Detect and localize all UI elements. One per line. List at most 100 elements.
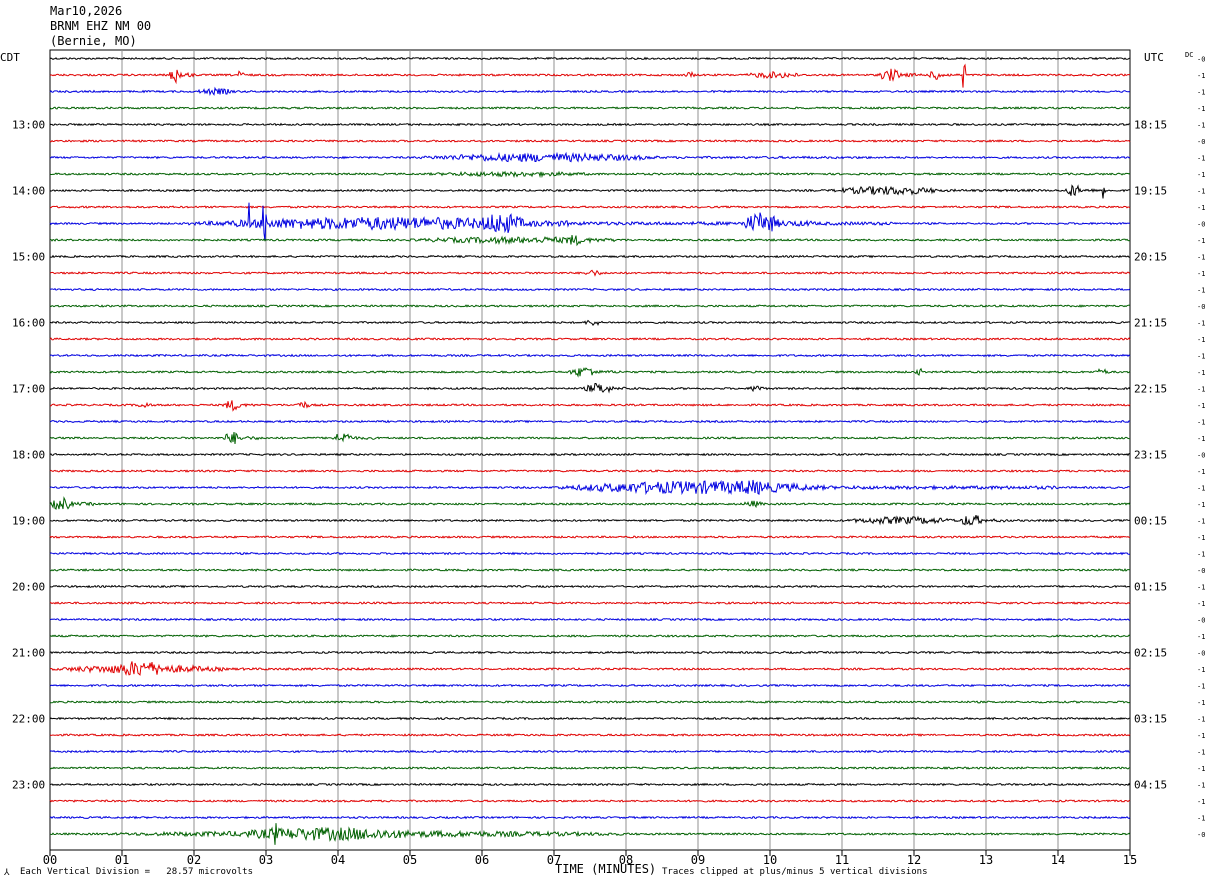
x-tick-label: 14	[1051, 853, 1065, 867]
dc-offset-label: -1	[1197, 419, 1205, 427]
seismic-trace	[49, 823, 1131, 845]
seismic-trace	[50, 514, 1131, 526]
right-hour-label: 23:15	[1134, 449, 1167, 462]
x-tick-label: 01	[115, 853, 129, 867]
dc-offset-label: -0	[1197, 221, 1205, 229]
dc-offset-label: -1	[1197, 633, 1205, 641]
dc-offset-label: -1	[1197, 782, 1205, 790]
seismic-trace	[49, 452, 1131, 457]
seismic-trace	[49, 269, 1131, 277]
dc-offset-label: -1	[1197, 501, 1205, 509]
dc-offset-label: -1	[1197, 72, 1205, 80]
seismic-trace	[49, 367, 1131, 378]
location-label: (Bernie, MO)	[50, 34, 137, 48]
x-tick-label: 00	[43, 853, 57, 867]
dc-offset-label: -1	[1197, 732, 1205, 740]
scale-marker-icon: ⅄	[4, 868, 10, 878]
dc-offset-label: -1	[1197, 105, 1205, 113]
left-hour-label: 19:00	[12, 515, 45, 528]
seismic-trace	[49, 400, 1131, 412]
dc-offset-label: -1	[1197, 402, 1205, 410]
seismic-trace	[49, 733, 1131, 737]
seismic-trace	[49, 205, 1131, 209]
left-hour-label: 17:00	[12, 383, 45, 396]
right-hour-label: 02:15	[1134, 647, 1167, 660]
dc-offset-label: -1	[1197, 369, 1205, 377]
left-hour-label: 16:00	[12, 317, 45, 330]
x-tick-label: 09	[691, 853, 705, 867]
left-timezone-label: CDT	[0, 51, 20, 64]
seismic-trace	[49, 56, 1131, 61]
seismic-trace	[49, 319, 1131, 327]
dc-offset-label: -1	[1197, 254, 1205, 262]
x-tick-label: 08	[619, 853, 633, 867]
x-tick-label: 12	[907, 853, 921, 867]
dc-offset-label: -0	[1197, 452, 1205, 460]
dc-offset-label: -1	[1197, 336, 1205, 344]
seismic-trace	[49, 551, 1130, 556]
dc-offset-label: -1	[1197, 435, 1205, 443]
seismic-trace	[49, 782, 1131, 787]
dc-offset-label: -1	[1197, 683, 1205, 691]
dc-offset-label: -1	[1197, 815, 1205, 823]
dc-offset-label: -1	[1197, 699, 1205, 707]
seismic-trace	[49, 716, 1131, 721]
dc-offset-label: -1	[1197, 716, 1205, 724]
seismic-trace	[49, 287, 1131, 292]
dc-offset-label: -0	[1197, 303, 1205, 311]
dc-offset-label: -1	[1197, 765, 1205, 773]
vertical-division-note: Each Vertical Division = 28.57 microvolt…	[20, 867, 253, 877]
dc-offset-label: -1	[1197, 287, 1205, 295]
left-hour-label: 15:00	[12, 251, 45, 264]
dc-offset-label: -1	[1197, 204, 1205, 212]
seismic-trace	[49, 815, 1131, 820]
seismic-trace	[49, 766, 1131, 770]
right-hour-label: 19:15	[1134, 185, 1167, 198]
right-hour-label: 00:15	[1134, 515, 1167, 528]
dc-offset-label: -1	[1197, 353, 1205, 361]
date-label: Mar10,2026	[50, 4, 123, 18]
dc-offset-label: -0	[1197, 617, 1205, 625]
seismic-trace	[49, 184, 1130, 199]
right-hour-label: 18:15	[1134, 119, 1167, 132]
seismic-trace	[49, 700, 1131, 704]
seismic-trace	[49, 419, 1131, 424]
seismic-trace	[49, 304, 1131, 308]
dc-offset-label: -1	[1197, 155, 1205, 163]
right-hour-label: 22:15	[1134, 383, 1167, 396]
x-tick-label: 03	[259, 853, 273, 867]
right-hour-label: 04:15	[1134, 779, 1167, 792]
dc-offset-label: -1	[1197, 171, 1205, 179]
dc-offset-label: -1	[1197, 468, 1205, 476]
left-hour-label: 22:00	[12, 713, 45, 726]
x-tick-label: 04	[331, 853, 345, 867]
seismic-trace	[49, 383, 1131, 394]
dc-offset-label: -1	[1197, 518, 1205, 526]
x-tick-label: 07	[547, 853, 561, 867]
left-hour-label: 18:00	[12, 449, 45, 462]
right-hour-label: 21:15	[1134, 317, 1167, 330]
seismic-trace	[49, 535, 1131, 539]
seismic-trace	[49, 601, 1131, 605]
seismic-trace	[49, 151, 1131, 163]
seismic-trace	[49, 617, 1131, 622]
right-hour-label: 03:15	[1134, 713, 1167, 726]
right-timezone-label: UTC	[1144, 51, 1164, 64]
seismic-trace	[49, 584, 1131, 589]
x-axis-title: TIME (MINUTES)	[555, 862, 657, 876]
dc-offset-label: -1	[1197, 122, 1205, 130]
x-tick-label: 02	[187, 853, 201, 867]
clip-note: Traces clipped at plus/minus 5 vertical …	[662, 867, 928, 877]
dc-offset-label: -1	[1197, 89, 1205, 97]
seismic-trace	[49, 122, 1131, 127]
right-hour-label: 01:15	[1134, 581, 1167, 594]
seismic-trace	[50, 254, 1131, 259]
left-hour-label: 21:00	[12, 647, 45, 660]
x-tick-label: 05	[403, 853, 417, 867]
seismic-trace	[49, 749, 1130, 754]
dc-offset-label: -0	[1197, 138, 1205, 146]
left-hour-label: 14:00	[12, 185, 45, 198]
grid-lines	[49, 49, 1131, 856]
seismic-trace	[49, 661, 1131, 676]
